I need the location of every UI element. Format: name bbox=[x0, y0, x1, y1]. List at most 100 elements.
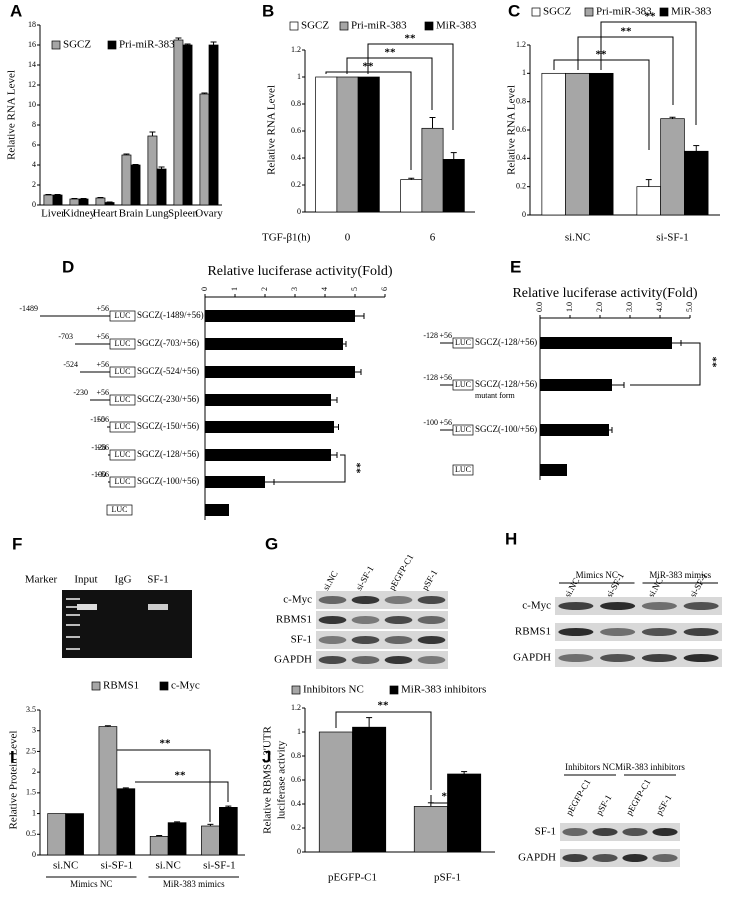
y-tick-label: 14 bbox=[28, 60, 36, 69]
x-tick-label: 1.0 bbox=[565, 302, 574, 312]
bar bbox=[121, 154, 132, 206]
construct-label: SGCZ(-703/+56) bbox=[137, 338, 199, 348]
panel-letter: I bbox=[10, 747, 15, 766]
bar bbox=[442, 159, 465, 213]
blot-band bbox=[600, 602, 636, 610]
bar bbox=[104, 202, 115, 206]
reporter-label: LUC bbox=[455, 338, 471, 347]
legend-swatch bbox=[424, 21, 434, 31]
blot-band bbox=[558, 628, 594, 636]
y-axis-label: Relative RBMS1 3'UTR bbox=[262, 725, 274, 833]
promoter-start: -100 bbox=[423, 418, 438, 427]
bar bbox=[199, 93, 210, 206]
y-tick-label: 0.2 bbox=[291, 180, 301, 189]
significance-label: ** bbox=[378, 700, 390, 712]
lane-label: pSF-1 bbox=[420, 568, 440, 592]
significance-label: ** bbox=[442, 791, 454, 803]
significance-bracket bbox=[367, 43, 454, 130]
significance-label: ** bbox=[645, 11, 657, 23]
x-tick-label: 2.0 bbox=[595, 302, 604, 312]
bar bbox=[318, 731, 353, 853]
significance-label: ** bbox=[706, 357, 718, 369]
blot-band bbox=[351, 656, 380, 664]
blot-band bbox=[600, 654, 636, 662]
gel-band bbox=[148, 604, 168, 610]
blot-band bbox=[417, 616, 446, 624]
x-tick-label: 3.0 bbox=[625, 302, 634, 312]
blot-band bbox=[384, 596, 413, 604]
bar bbox=[565, 72, 590, 216]
x-tick-label: 2 bbox=[260, 287, 269, 291]
blot-band bbox=[683, 628, 719, 636]
blot-band bbox=[318, 636, 347, 644]
x-tick-label: si-SF-1 bbox=[656, 232, 688, 244]
significance-bracket bbox=[346, 57, 433, 110]
panel-letter: D bbox=[62, 257, 74, 276]
x-tick-label: 5 bbox=[350, 287, 359, 291]
legend-label: MiR-383 bbox=[671, 6, 712, 18]
blot-band bbox=[683, 654, 719, 662]
row-label: RBMS1 bbox=[515, 626, 551, 638]
x-tick-label: 6 bbox=[380, 287, 389, 291]
row-label: GAPDH bbox=[513, 652, 551, 664]
x-tick-label: si-SF-1 bbox=[203, 860, 235, 872]
group-label: MiR-383 inhibitors bbox=[615, 762, 685, 772]
x-tick-label: si.NC bbox=[53, 860, 78, 872]
y-tick-label: 4 bbox=[32, 160, 36, 169]
bar bbox=[156, 168, 167, 206]
significance-bracket bbox=[117, 749, 211, 822]
legend-label: Pri-miR-383 bbox=[119, 39, 175, 51]
bar bbox=[52, 194, 63, 206]
promoter-start: -128 bbox=[423, 331, 438, 340]
y-tick-label: 0.8 bbox=[516, 96, 526, 105]
group-label: Mimics NC bbox=[576, 570, 618, 580]
construct-label: SGCZ(-128/+56) bbox=[475, 337, 537, 347]
promoter-end: +56 bbox=[96, 304, 109, 313]
bar bbox=[315, 76, 338, 213]
blot-band bbox=[351, 636, 380, 644]
y-tick-label: 12 bbox=[28, 80, 36, 89]
y-tick-label: 2 bbox=[32, 180, 36, 189]
gel-band bbox=[66, 598, 80, 600]
panel-letter: F bbox=[12, 534, 22, 553]
lane-label: si.NC bbox=[562, 576, 581, 599]
x-tick-label: pSF-1 bbox=[434, 872, 461, 884]
lane-label: pEGFP-C1 bbox=[387, 552, 416, 592]
bar bbox=[43, 194, 54, 206]
blot-band bbox=[652, 828, 678, 836]
y-tick-label: 1 bbox=[32, 808, 36, 817]
significance-label: ** bbox=[405, 33, 417, 45]
legend-swatch bbox=[584, 7, 594, 17]
bar bbox=[205, 338, 343, 350]
y-tick-label: 0.4 bbox=[291, 153, 301, 162]
gel-band bbox=[66, 636, 80, 638]
x-tick-label: si.NC bbox=[565, 232, 590, 244]
bar bbox=[147, 135, 158, 206]
y-tick-label: 1.2 bbox=[291, 45, 301, 54]
reporter-label: LUC bbox=[115, 339, 131, 348]
panel-letter: C bbox=[508, 1, 520, 20]
lane-label: si-SF-1 bbox=[354, 564, 376, 592]
legend-label: RBMS1 bbox=[103, 680, 139, 692]
legend-swatch bbox=[531, 7, 541, 17]
legend-swatch bbox=[159, 681, 169, 691]
y-axis-label: Relative RNA Level bbox=[266, 85, 278, 175]
bar bbox=[205, 449, 331, 461]
y-tick-label: 0 bbox=[32, 200, 36, 209]
blot-band bbox=[318, 656, 347, 664]
reporter-label: LUC bbox=[112, 505, 128, 514]
bar bbox=[98, 726, 118, 856]
bar bbox=[78, 198, 89, 206]
bar bbox=[589, 72, 614, 216]
legend-swatch bbox=[289, 21, 299, 31]
row-label: SF-1 bbox=[291, 634, 312, 646]
chart-title: Relative luciferase activity(Fold) bbox=[512, 286, 697, 301]
bar bbox=[413, 806, 448, 853]
blot-band bbox=[318, 596, 347, 604]
y-tick-label: 0.8 bbox=[291, 751, 301, 760]
lane-label: Marker bbox=[25, 574, 58, 586]
y-tick-label: 18 bbox=[28, 20, 36, 29]
reporter-box bbox=[106, 504, 133, 516]
y-tick-label: 8 bbox=[32, 120, 36, 129]
y-tick-label: 1.2 bbox=[291, 703, 301, 712]
